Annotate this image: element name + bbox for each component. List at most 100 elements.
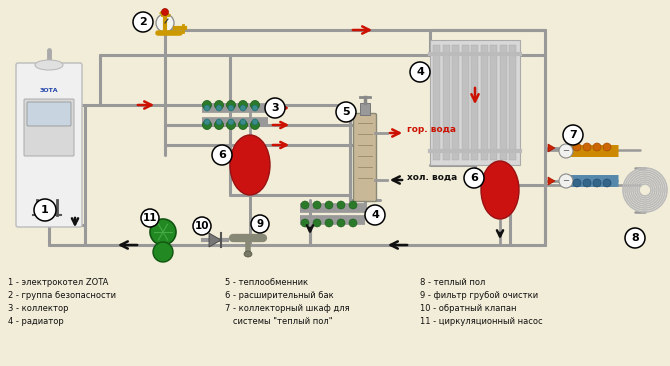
Text: 7: 7	[569, 130, 577, 140]
FancyBboxPatch shape	[433, 45, 440, 160]
FancyBboxPatch shape	[471, 45, 478, 160]
Text: 1: 1	[41, 205, 49, 215]
Circle shape	[226, 120, 235, 130]
Circle shape	[583, 179, 591, 187]
Polygon shape	[548, 144, 555, 152]
Circle shape	[349, 201, 357, 209]
Text: −: −	[563, 176, 570, 186]
Text: 8: 8	[631, 233, 639, 243]
FancyBboxPatch shape	[500, 45, 507, 160]
Circle shape	[337, 201, 345, 209]
Circle shape	[141, 209, 159, 227]
Ellipse shape	[35, 60, 63, 70]
Text: ЗОТА: ЗОТА	[40, 87, 58, 93]
Text: 4: 4	[416, 67, 424, 77]
Circle shape	[583, 143, 591, 151]
Circle shape	[325, 219, 333, 227]
Circle shape	[603, 179, 611, 187]
Circle shape	[301, 201, 309, 209]
Polygon shape	[548, 177, 555, 185]
Circle shape	[193, 217, 211, 235]
Text: 6: 6	[470, 173, 478, 183]
Circle shape	[603, 143, 611, 151]
Text: 11: 11	[143, 213, 157, 223]
Circle shape	[239, 101, 247, 109]
FancyBboxPatch shape	[490, 45, 497, 160]
Ellipse shape	[481, 161, 519, 219]
Circle shape	[228, 119, 234, 125]
Circle shape	[559, 174, 573, 188]
Circle shape	[625, 228, 645, 248]
Circle shape	[593, 143, 601, 151]
Text: 7 - коллекторный шкаф для: 7 - коллекторный шкаф для	[225, 304, 350, 313]
Circle shape	[301, 219, 309, 227]
Circle shape	[150, 219, 176, 245]
Text: 5 - теплообменник: 5 - теплообменник	[225, 278, 308, 287]
Circle shape	[153, 242, 173, 262]
Circle shape	[226, 101, 235, 109]
Circle shape	[313, 219, 321, 227]
Text: 1 - электрокотел ZOTA: 1 - электрокотел ZOTA	[8, 278, 109, 287]
Text: 11 - циркуляционный насос: 11 - циркуляционный насос	[420, 317, 543, 326]
Circle shape	[325, 201, 333, 209]
Text: гор. вода: гор. вода	[407, 126, 456, 134]
Circle shape	[252, 105, 258, 111]
Text: 2 - группа безопасности: 2 - группа безопасности	[8, 291, 116, 300]
Circle shape	[212, 145, 232, 165]
Circle shape	[204, 105, 210, 111]
Text: −: −	[563, 146, 570, 156]
Circle shape	[336, 102, 356, 122]
Circle shape	[365, 205, 385, 225]
Text: 10: 10	[195, 221, 209, 231]
Circle shape	[204, 119, 210, 125]
Circle shape	[239, 120, 247, 130]
FancyBboxPatch shape	[360, 103, 370, 115]
FancyBboxPatch shape	[442, 45, 450, 160]
FancyBboxPatch shape	[24, 99, 74, 156]
Circle shape	[216, 105, 222, 111]
Circle shape	[214, 101, 224, 109]
Circle shape	[251, 215, 269, 233]
Circle shape	[133, 12, 153, 32]
Circle shape	[410, 62, 430, 82]
Text: 4 - радиатор: 4 - радиатор	[8, 317, 64, 326]
Circle shape	[563, 125, 583, 145]
Text: 10 - обратный клапан: 10 - обратный клапан	[420, 304, 517, 313]
FancyBboxPatch shape	[354, 113, 377, 202]
Text: 5: 5	[342, 107, 350, 117]
Circle shape	[252, 119, 258, 125]
Circle shape	[240, 105, 246, 111]
Text: 4: 4	[371, 210, 379, 220]
Circle shape	[251, 120, 259, 130]
Circle shape	[573, 143, 581, 151]
FancyBboxPatch shape	[430, 40, 520, 165]
Circle shape	[228, 105, 234, 111]
Text: 3 - коллектор: 3 - коллектор	[8, 304, 68, 313]
Text: 9: 9	[257, 219, 263, 229]
FancyBboxPatch shape	[16, 63, 82, 227]
Circle shape	[214, 120, 224, 130]
Circle shape	[593, 179, 601, 187]
Circle shape	[161, 8, 168, 15]
Text: 6: 6	[218, 150, 226, 160]
FancyBboxPatch shape	[27, 102, 71, 126]
Circle shape	[156, 14, 174, 32]
Circle shape	[265, 98, 285, 118]
Circle shape	[337, 219, 345, 227]
Circle shape	[251, 101, 259, 109]
Ellipse shape	[230, 135, 270, 195]
Circle shape	[349, 219, 357, 227]
Text: 2: 2	[139, 17, 147, 27]
Circle shape	[559, 144, 573, 158]
Polygon shape	[209, 233, 221, 247]
Text: 8 - теплый пол: 8 - теплый пол	[420, 278, 485, 287]
Circle shape	[202, 120, 212, 130]
FancyBboxPatch shape	[452, 45, 459, 160]
Circle shape	[202, 101, 212, 109]
Circle shape	[464, 168, 484, 188]
Text: системы "теплый пол": системы "теплый пол"	[225, 317, 332, 326]
Circle shape	[216, 119, 222, 125]
Text: хол. вода: хол. вода	[407, 172, 457, 182]
Text: 6 - расширительный бак: 6 - расширительный бак	[225, 291, 334, 300]
Ellipse shape	[244, 251, 252, 257]
